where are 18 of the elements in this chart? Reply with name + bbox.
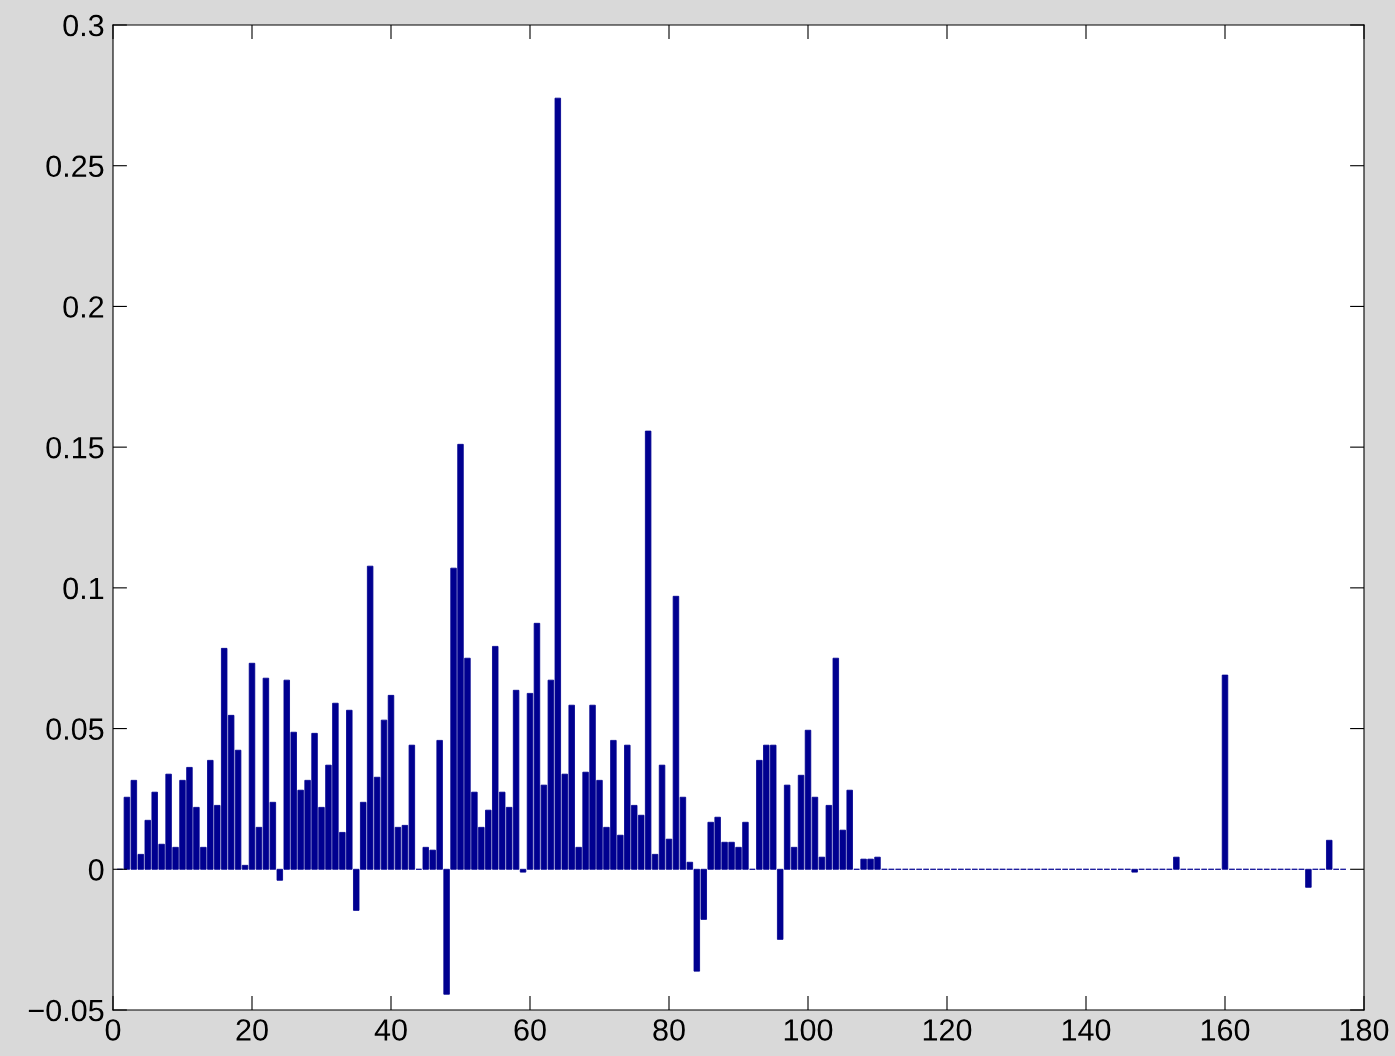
y-tick-label: 0.1 — [63, 577, 104, 600]
x-tick-label: 180 — [1340, 1019, 1389, 1041]
x-tick-label: 140 — [1062, 1019, 1111, 1041]
x-tick-label: 40 — [374, 1019, 407, 1041]
x-tick-label: 80 — [653, 1019, 685, 1041]
x-tick-label: 120 — [923, 1019, 972, 1041]
y-tick-label: 0.3 — [63, 14, 104, 37]
y-tick-label: 0.25 — [46, 155, 104, 178]
x-tick-label: 0 — [105, 1019, 121, 1041]
y-tick-label: 0 — [88, 859, 104, 881]
y-tick-label: 0.2 — [63, 296, 104, 318]
x-tick-label: 100 — [784, 1019, 833, 1041]
y-tick-label: −0.05 — [28, 999, 104, 1022]
x-tick-label: 160 — [1201, 1019, 1250, 1041]
x-tick-label: 60 — [514, 1019, 546, 1041]
y-tick-label: 0.15 — [46, 436, 104, 459]
y-tick-label: 0.05 — [46, 718, 104, 740]
x-tick-label: 20 — [236, 1019, 268, 1041]
